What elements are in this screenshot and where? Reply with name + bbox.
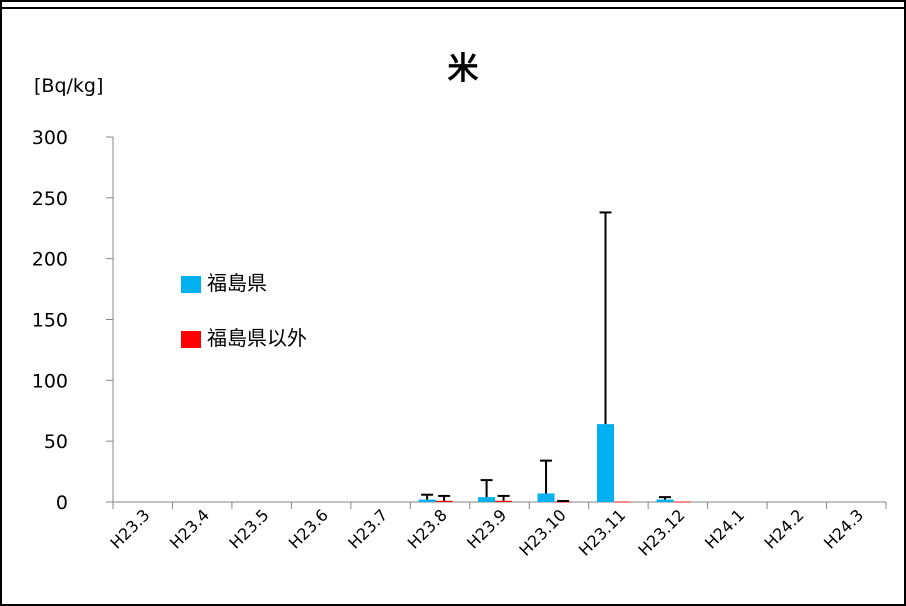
- bar-series-1-H23.8: [435, 500, 453, 502]
- bar-series-0-H23.12: [656, 499, 674, 502]
- bar-series-0-H23.11: [597, 424, 615, 502]
- bar-series-1-H23.11: [614, 501, 632, 503]
- y-tick-label: 0: [56, 492, 68, 514]
- y-tick-label: 150: [32, 310, 68, 332]
- chart-title: 米: [448, 51, 479, 87]
- bar-series-0-H23.9: [478, 497, 496, 502]
- bar-series-1-H23.9: [495, 500, 513, 502]
- y-tick-label: 300: [32, 127, 68, 149]
- y-tick-label: 50: [44, 431, 68, 453]
- legend-label-0: 福島県: [207, 271, 267, 295]
- y-unit-label: [Bq/kg]: [34, 75, 103, 97]
- bar-series-1-H23.12: [673, 501, 691, 503]
- legend-swatch-0: [181, 276, 201, 293]
- bars: [418, 424, 691, 503]
- y-tick-label: 250: [32, 188, 68, 210]
- bar-series-0-H23.8: [418, 499, 436, 502]
- y-axis: 0 50 100 150 200 250 300: [32, 127, 114, 514]
- y-tick-label: 200: [32, 249, 68, 271]
- bar-series-1-H23.10: [554, 501, 572, 503]
- y-tick-label: 100: [32, 370, 68, 392]
- legend-swatch-1: [181, 331, 201, 348]
- legend-label-1: 福島県以外: [207, 326, 307, 350]
- error-bars: [421, 211, 671, 503]
- bar-series-0-H23.10: [537, 493, 555, 502]
